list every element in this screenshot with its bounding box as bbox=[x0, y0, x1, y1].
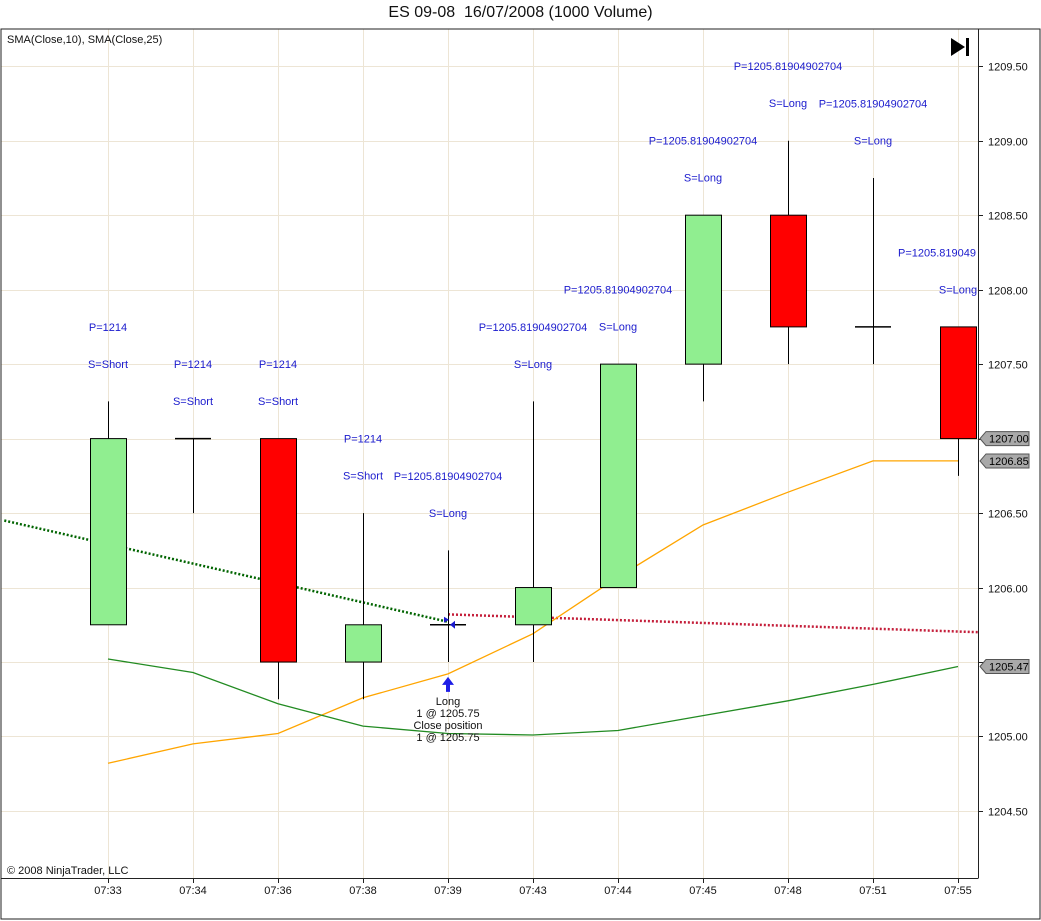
execution-label: Long bbox=[436, 696, 460, 708]
y-tick-label: 1209.50 bbox=[988, 62, 1028, 74]
indicator-layer bbox=[4, 460, 980, 764]
signal-side-label: S=Short bbox=[173, 396, 213, 408]
frame-layer: SMA(Close,10), SMA(Close,25) © 2008 Ninj… bbox=[0, 28, 1041, 920]
signal-price-label: P=1205.81904902704 bbox=[564, 285, 673, 297]
signal-price-label: P=1205.81904902704 bbox=[479, 322, 588, 334]
x-tick-label: 07:33 bbox=[94, 885, 122, 897]
price-marker-badge bbox=[979, 658, 1030, 674]
candle-up bbox=[90, 438, 127, 626]
signal-price-label: P=1205.81904902704 bbox=[649, 136, 758, 148]
signal-side-label: S=Short bbox=[88, 359, 128, 371]
y-tick-label: 1204.50 bbox=[988, 807, 1028, 819]
sma-close-25-line bbox=[107, 658, 959, 736]
signal-price-label: P=1205.81904902704 bbox=[734, 61, 843, 73]
y-tick-label: 1208.00 bbox=[988, 286, 1028, 298]
grid-layer bbox=[1, 29, 978, 878]
entry-triangle-icon bbox=[444, 616, 449, 623]
candle-up bbox=[600, 363, 637, 589]
y-tick-label: 1205.00 bbox=[988, 732, 1028, 744]
y-tick-label: 1208.50 bbox=[988, 211, 1028, 223]
signal-label-layer: P=1214 S=Short P=1214 S=Short P=1214 S=Short P… bbox=[88, 61, 977, 744]
signal-price-label: P=1205.819049 bbox=[898, 247, 976, 259]
axis-layer: 1204.501205.001205.501206.001206.501207.… bbox=[94, 62, 1030, 897]
y-tick-label: 1209.00 bbox=[988, 137, 1028, 149]
signal-price-label: P=1205.81904902704 bbox=[819, 98, 928, 110]
candle-layer bbox=[90, 140, 977, 700]
x-tick-label: 07:55 bbox=[944, 885, 972, 897]
y-tick-label: 1207.50 bbox=[988, 360, 1028, 372]
price-marker-label: 1205.47 bbox=[989, 661, 1029, 673]
x-tick-label: 07:34 bbox=[179, 885, 207, 897]
price-marker-badge bbox=[979, 431, 1030, 447]
chart-title: ES 09-08 16/07/2008 (1000 Volume) bbox=[388, 4, 653, 21]
x-tick-label: 07:36 bbox=[264, 885, 292, 897]
x-tick-label: 07:39 bbox=[434, 885, 462, 897]
execution-label: 1 @ 1205.75 bbox=[416, 708, 479, 720]
trend-line-dotted bbox=[4, 519, 449, 624]
signal-side-label: S=Long bbox=[599, 322, 637, 334]
signal-side-label: S=Long bbox=[939, 284, 977, 296]
signal-side-label: S=Long bbox=[429, 508, 467, 520]
candle-down bbox=[260, 438, 297, 663]
candle-down bbox=[770, 214, 807, 328]
scroll-end-icon[interactable] bbox=[951, 38, 969, 56]
candle-up bbox=[685, 214, 722, 365]
signal-price-label: P=1214 bbox=[174, 359, 212, 371]
signal-side-label: S=Long bbox=[514, 359, 552, 371]
x-tick-label: 07:48 bbox=[774, 885, 802, 897]
x-tick-label: 07:51 bbox=[859, 885, 887, 897]
y-tick-label: 1206.00 bbox=[988, 584, 1028, 596]
execution-label: Close position bbox=[413, 720, 482, 732]
copyright-label: © 2008 NinjaTrader, LLC bbox=[7, 865, 128, 877]
exit-triangle-icon bbox=[450, 620, 455, 629]
signal-price-label: P=1214 bbox=[259, 359, 297, 371]
x-tick-label: 07:45 bbox=[689, 885, 717, 897]
candle-up bbox=[345, 624, 382, 663]
signal-side-label: S=Short bbox=[258, 396, 298, 408]
price-marker-badge bbox=[979, 453, 1030, 469]
signal-price-label: P=1214 bbox=[89, 322, 127, 334]
signal-price-label: P=1214 bbox=[344, 434, 382, 446]
y-tick-label: 1206.50 bbox=[988, 509, 1028, 521]
x-tick-label: 07:43 bbox=[519, 885, 547, 897]
price-marker-label: 1206.85 bbox=[989, 456, 1029, 468]
indicator-label: SMA(Close,10), SMA(Close,25) bbox=[7, 34, 162, 46]
candle-up bbox=[515, 587, 552, 626]
execution-label: 1 @ 1205.75 bbox=[416, 732, 479, 744]
signal-side-label: S=Long bbox=[684, 173, 722, 185]
plot-frame bbox=[0, 28, 1041, 920]
signal-side-label: S=Long bbox=[854, 135, 892, 147]
x-tick-label: 07:38 bbox=[349, 885, 377, 897]
signal-price-label: P=1205.81904902704 bbox=[394, 471, 503, 483]
long-entry-arrow-icon bbox=[442, 676, 454, 692]
signal-side-label: S=Long bbox=[769, 98, 807, 110]
x-tick-label: 07:44 bbox=[604, 885, 632, 897]
candle-down bbox=[940, 326, 977, 440]
price-marker-label: 1207.00 bbox=[989, 434, 1029, 446]
signal-side-label: S=Short bbox=[343, 471, 383, 483]
